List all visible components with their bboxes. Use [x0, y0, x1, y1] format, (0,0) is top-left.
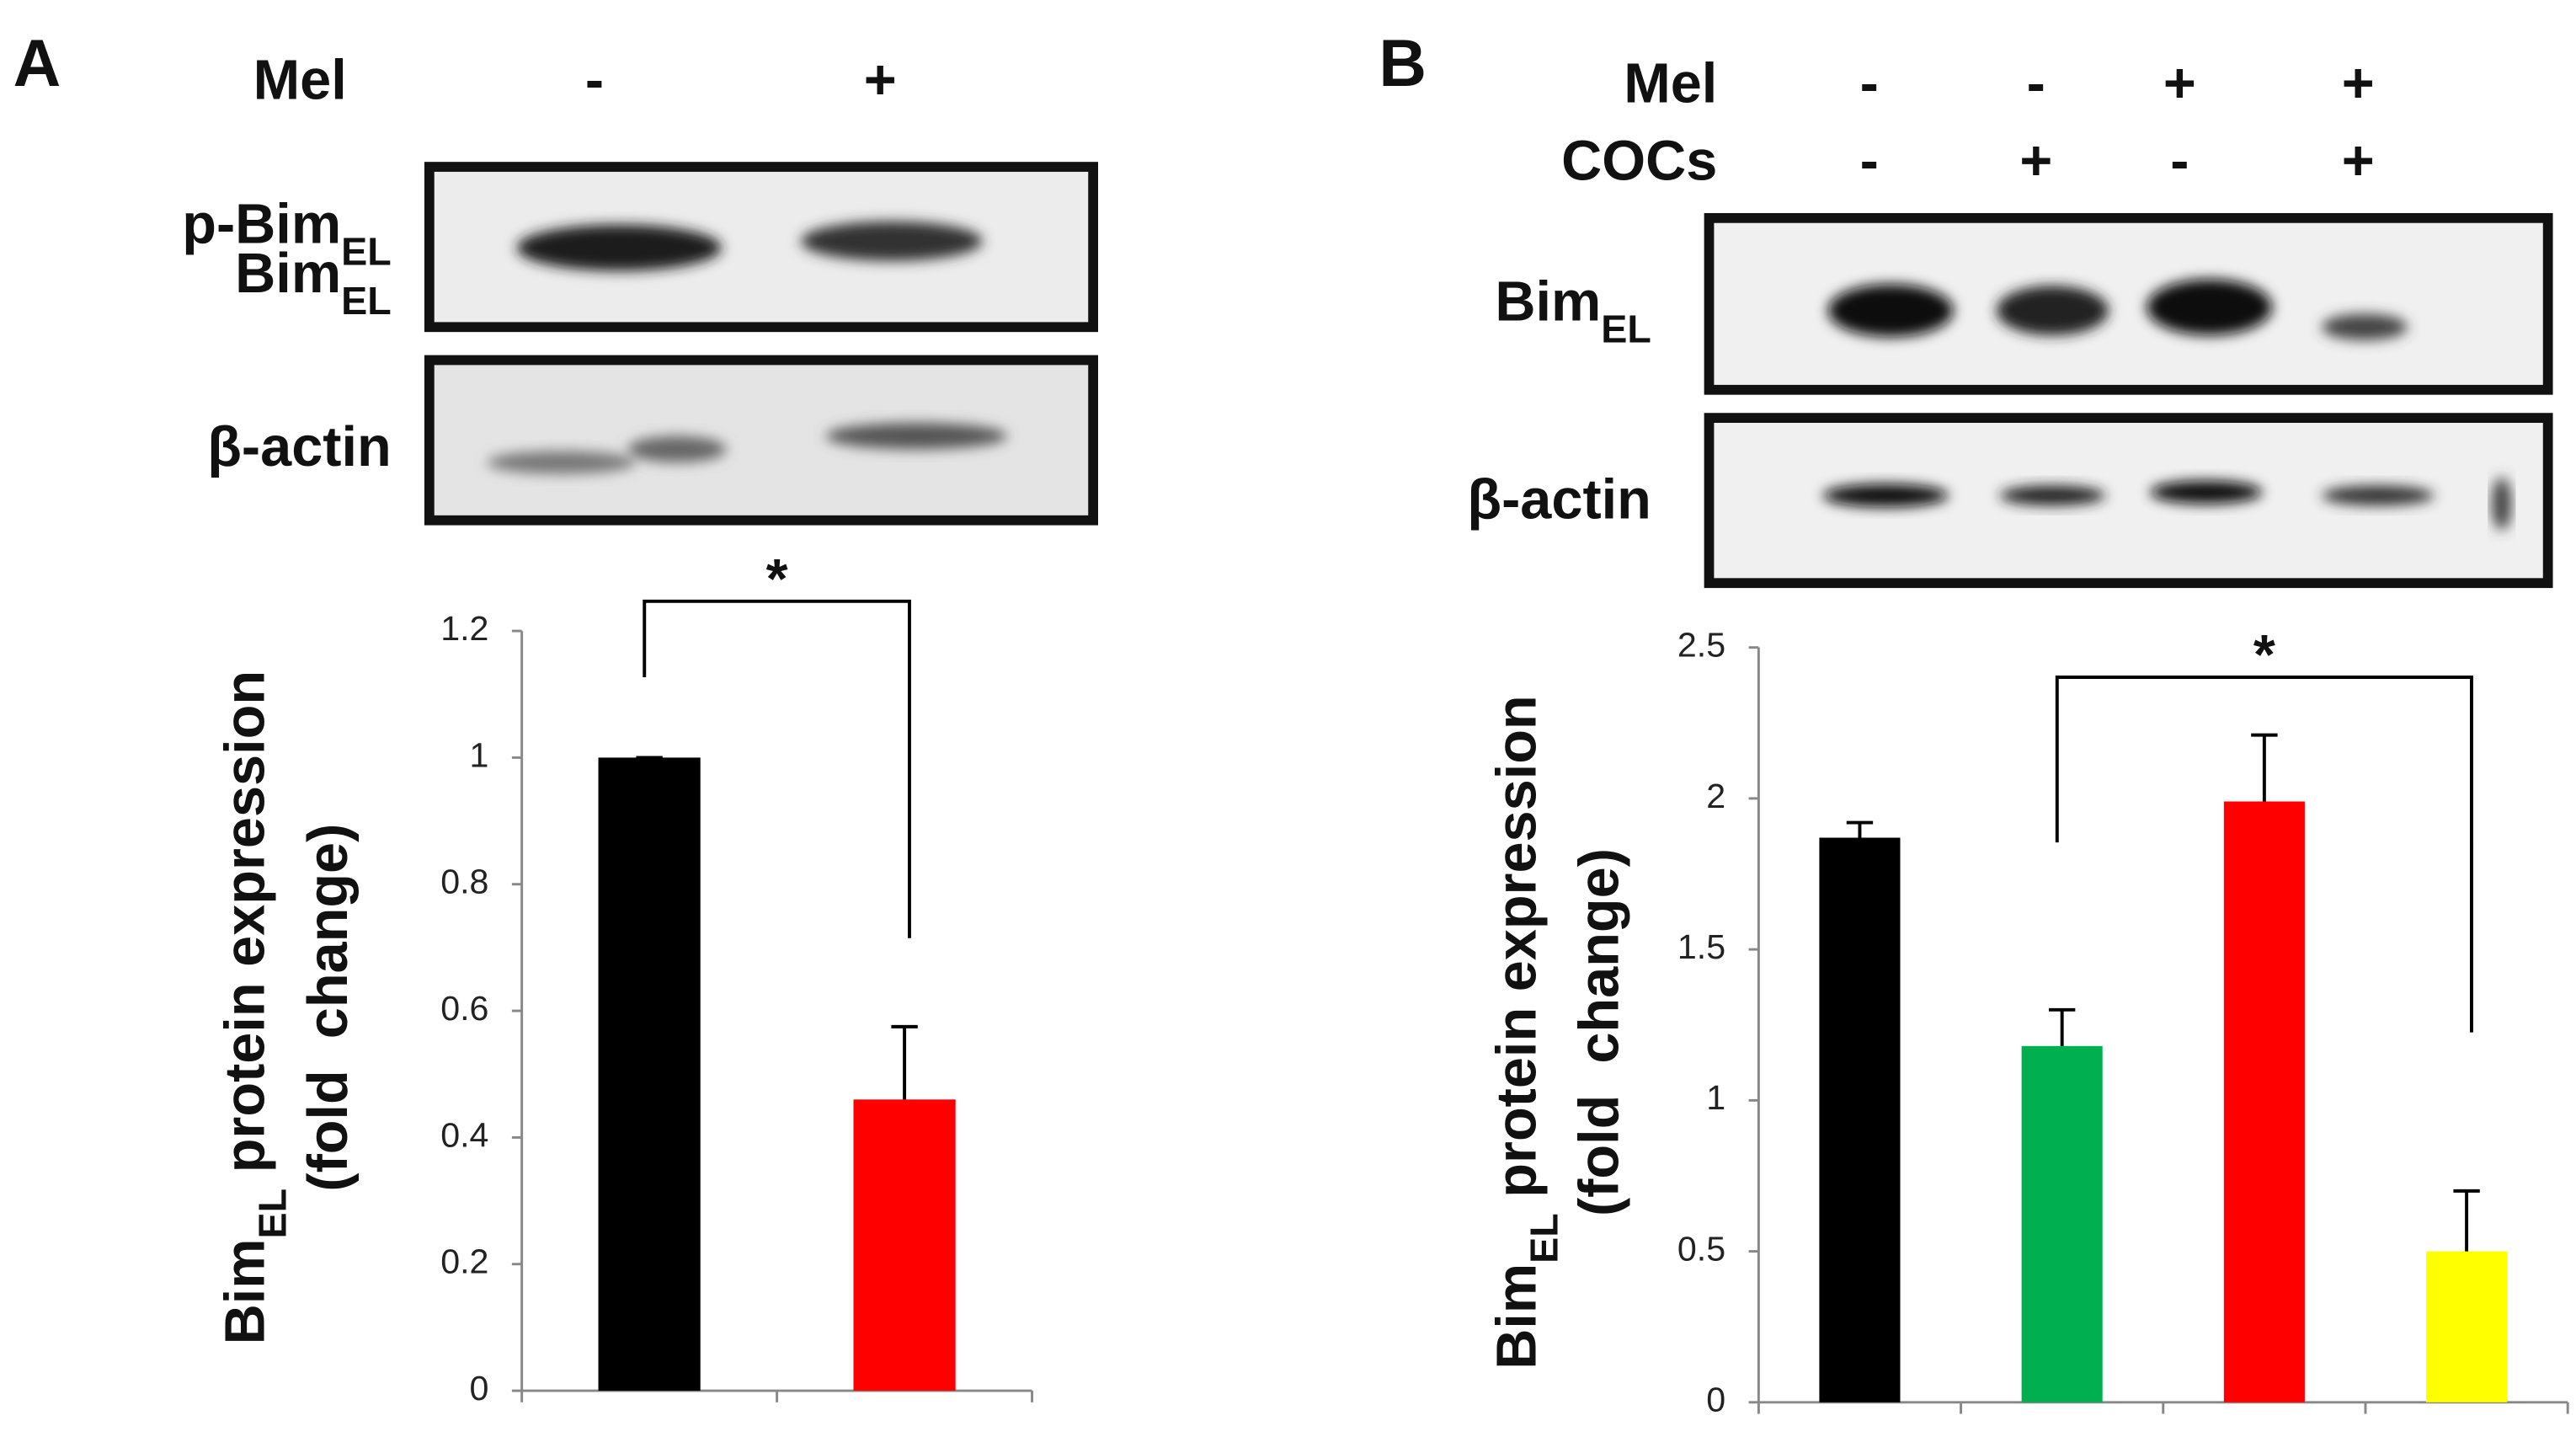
y-tick-label: 0 [1706, 1381, 1725, 1419]
panel-label: A [13, 26, 61, 100]
condition-value: + [2019, 131, 2052, 193]
blot-label-part: EL [341, 229, 392, 273]
y-tick-label: 0.6 [440, 989, 488, 1028]
y-axis-label-part: protein expression [1486, 695, 1549, 1213]
blot-label: β-actin [1467, 469, 1651, 532]
y-tick-label: 0.4 [440, 1115, 488, 1154]
annotation: * [766, 548, 788, 611]
error-bar [2048, 1007, 2076, 1046]
blot-label-part: Bim [1495, 270, 1601, 333]
condition-value: - [585, 50, 604, 112]
bar [2223, 801, 2305, 1402]
condition-value: + [2342, 53, 2375, 115]
panel-label: B [1379, 26, 1427, 100]
y-axis-label: (fold change) [1569, 848, 1631, 1216]
significance-bracket [2055, 676, 2473, 1033]
annotation: * [2253, 624, 2275, 686]
y-tick-label: 1 [1706, 1078, 1725, 1117]
blot [424, 162, 1098, 526]
condition-value: - [1860, 131, 1879, 193]
blot-label: BimEL [1495, 270, 1651, 350]
error-bar [1846, 820, 1874, 838]
blot-label: BimEL [235, 243, 392, 323]
y-tick-label: 0.8 [440, 863, 488, 901]
y-tick-label: 0 [470, 1369, 489, 1408]
blot-label-part: EL [1601, 307, 1651, 350]
error-bar [2453, 1189, 2480, 1252]
bar [853, 1099, 956, 1392]
blot-label-part: Bim [235, 243, 341, 305]
bar [1819, 837, 1901, 1402]
y-tick-label: 1.2 [440, 609, 488, 648]
condition-name: Mel [1624, 53, 1717, 115]
y-tick-label: 1.5 [1677, 927, 1725, 966]
blot-label: β-actin [207, 416, 391, 478]
y-axis-label: (fold change) [297, 824, 360, 1192]
blot [1704, 212, 2553, 589]
y-axis-label-part: EL [251, 1189, 295, 1239]
y-tick-label: 0.2 [440, 1242, 488, 1281]
y-tick-label: 1 [470, 735, 489, 774]
y-axis-label: BimEL protein expression [1486, 695, 1566, 1369]
condition-value: - [1860, 53, 1879, 115]
y-tick-label: 2.5 [1677, 626, 1725, 665]
condition-value: - [2027, 53, 2045, 115]
blot-label: p-BimEL [182, 193, 391, 273]
y-axis-label-part: Bim [1486, 1263, 1549, 1370]
blot-label-part: p-Bim [182, 193, 341, 255]
condition-value: - [2170, 131, 2189, 193]
bar [2021, 1045, 2103, 1402]
condition-value: + [2163, 53, 2196, 115]
blot-label-part: β-actin [207, 416, 391, 478]
error-bar [891, 1024, 918, 1100]
condition-value: + [2342, 131, 2375, 193]
condition-name: COCs [1561, 131, 1717, 193]
blot-label-part: β-actin [1467, 469, 1651, 532]
bar [2426, 1251, 2508, 1402]
y-axis-label-part: EL [1523, 1213, 1566, 1263]
significance-bracket [643, 599, 911, 938]
y-axis-label-part: protein expression [215, 670, 277, 1189]
y-axis-label: BimEL protein expression [215, 670, 295, 1344]
condition-name: Mel [253, 50, 347, 112]
error-bar [2251, 733, 2278, 802]
blot-label-part: EL [341, 279, 392, 323]
y-tick-label: 0.5 [1677, 1229, 1725, 1268]
y-tick-label: 2 [1706, 777, 1725, 815]
bar [598, 757, 701, 1392]
y-axis-label-part: Bim [215, 1238, 277, 1344]
condition-value: + [864, 50, 897, 112]
